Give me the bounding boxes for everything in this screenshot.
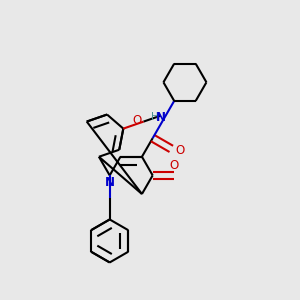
Text: H: H bbox=[151, 112, 158, 122]
Text: O: O bbox=[132, 115, 141, 128]
Text: N: N bbox=[105, 176, 115, 189]
Text: O: O bbox=[176, 144, 185, 157]
Text: N: N bbox=[155, 111, 166, 124]
Text: O: O bbox=[169, 159, 179, 172]
